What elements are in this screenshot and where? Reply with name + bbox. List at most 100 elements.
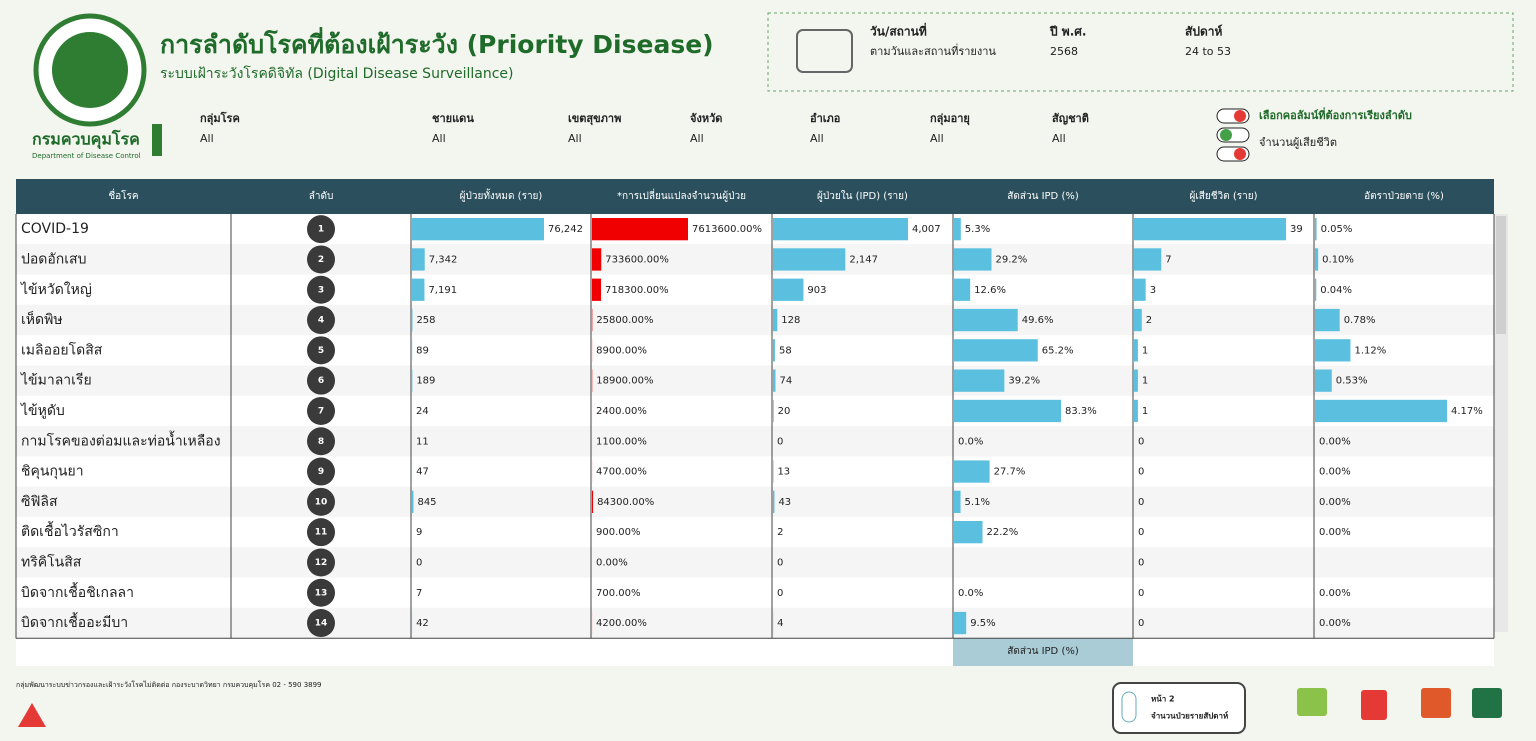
filter-label: สัญชาติ: [1052, 112, 1089, 125]
cell-value: 58: [779, 345, 792, 356]
data-bar: [954, 278, 971, 301]
filter-value[interactable]: All: [930, 132, 944, 145]
data-bar: [1134, 248, 1162, 271]
column-header[interactable]: สัดส่วน IPD (%): [1007, 191, 1079, 202]
column-header[interactable]: *การเปลี่ยนแปลงจำนวนผู้ป่วย: [617, 188, 746, 202]
disease-name: ติดเชื้อไวรัสซิกา: [21, 521, 119, 540]
rank-badge: [307, 366, 335, 395]
data-bar: [773, 278, 804, 301]
cell-value: 4700.00%: [596, 467, 647, 478]
data-bar: [592, 490, 594, 513]
cell-value: 258: [416, 315, 435, 326]
cell-value: 0: [1138, 618, 1144, 629]
filter-value[interactable]: All: [810, 132, 824, 145]
pdf-export[interactable]: [1361, 690, 1387, 720]
toggle-on: [1220, 129, 1232, 141]
filter-value[interactable]: All: [1052, 132, 1066, 145]
rank: 4: [318, 316, 324, 326]
disease-name: ไข้หูดับ: [20, 402, 65, 419]
data-bar: [1134, 278, 1146, 301]
rank: 12: [315, 558, 328, 568]
column-header[interactable]: ลำดับ: [309, 191, 334, 202]
cell-value: 7,342: [429, 254, 458, 265]
title: การลำดับโรคที่ต้องเฝ้าระวัง (Priority Di…: [160, 27, 714, 59]
rank-badge: [307, 275, 335, 304]
disease-name: บิดจากเชื้อชิเกลลา: [21, 582, 134, 601]
ppt-export[interactable]: [1421, 688, 1451, 718]
sort-option[interactable]: จำนวนผู้เสียชีวิต: [1259, 136, 1337, 149]
column-header[interactable]: ผู้เสียชีวิต (ราย): [1190, 190, 1258, 202]
cell-value: 0.0%: [958, 436, 983, 447]
filter-value[interactable]: All: [200, 132, 214, 145]
cell-value: 0: [416, 557, 422, 568]
excel-export[interactable]: [1472, 688, 1502, 718]
cell-value: 18900.00%: [596, 376, 653, 387]
toggle-off: [1234, 110, 1246, 122]
hover-label: สัดส่วน IPD (%): [1007, 646, 1079, 657]
alert-icon[interactable]: [18, 703, 46, 727]
filter-label: กลุ่มอายุ: [930, 112, 970, 126]
cell-value: 0.78%: [1344, 315, 1376, 326]
cell-value: 65.2%: [1042, 345, 1074, 356]
table-row: [16, 274, 1494, 305]
rank-badge: [307, 487, 335, 516]
toggle-off: [1234, 148, 1246, 160]
table-row: [16, 577, 1494, 608]
cell-value: 4,007: [912, 224, 941, 235]
data-bar: [1134, 369, 1138, 392]
page-button[interactable]: [1112, 682, 1246, 734]
cell-value: 27.7%: [994, 467, 1026, 478]
column-header[interactable]: อัตราป่วยตาย (%): [1364, 191, 1444, 202]
cell-value: 845: [417, 497, 436, 508]
filter-value[interactable]: All: [432, 132, 446, 145]
cell-value: 5.3%: [965, 224, 990, 235]
table-row: [16, 335, 1494, 366]
cell-value: 7,191: [428, 285, 457, 296]
data-bar: [412, 248, 425, 271]
column-header[interactable]: ผู้ป่วยใน (IPD) (ราย): [817, 190, 908, 202]
disease-name: เมลิออยโดสิส: [21, 341, 103, 358]
cell-value: 39.2%: [1008, 376, 1040, 387]
cell-value: 0: [777, 588, 783, 599]
cell-value: 0.04%: [1320, 285, 1352, 296]
data-bar: [412, 490, 414, 513]
calendar-icon: [796, 29, 853, 73]
rank: 11: [315, 528, 328, 538]
rank: 3: [318, 285, 324, 295]
cell-value: 39: [1290, 224, 1303, 235]
cell-value: 7613600.00%: [692, 224, 762, 235]
page-button-title[interactable]: หน้า 2: [1151, 694, 1175, 704]
data-bar: [954, 490, 961, 513]
rank: 9: [318, 467, 324, 477]
image-export[interactable]: [1297, 688, 1327, 716]
cell-value: 5.1%: [965, 497, 990, 508]
scroll-thumb[interactable]: [1496, 216, 1506, 334]
cell-value: 189: [416, 376, 435, 387]
column-header[interactable]: ผู้ป่วยทั้งหมด (ราย): [460, 188, 543, 202]
data-bar: [773, 399, 774, 423]
cell-value: 0.00%: [1319, 436, 1351, 447]
column-header[interactable]: ชื่อโรค: [108, 188, 138, 202]
filter-value[interactable]: All: [568, 132, 582, 145]
cell-value: 12.6%: [974, 285, 1006, 296]
cell-value: 1: [1142, 406, 1148, 417]
data-bar: [1315, 399, 1447, 423]
info-label: ปี พ.ศ.: [1049, 25, 1086, 39]
cell-value: 47: [416, 467, 429, 478]
cell-value: 0.00%: [1319, 467, 1351, 478]
cell-value: 128: [781, 315, 800, 326]
cell-value: 2: [1146, 315, 1152, 326]
disease-name: ซิฟิลิส: [21, 494, 58, 510]
data-bar: [954, 369, 1005, 392]
rank-badge: [307, 578, 335, 607]
rank-badge: [307, 306, 335, 335]
disease-name: บิดจากเชื้ออะมีบา: [21, 612, 128, 631]
rank: 7: [318, 406, 324, 416]
data-bar: [954, 248, 992, 271]
filter-label: อำเภอ: [810, 112, 840, 125]
filter-value[interactable]: All: [690, 132, 704, 145]
cell-value: 0.00%: [1319, 588, 1351, 599]
cell-value: 1: [1142, 376, 1148, 387]
cell-value: 700.00%: [596, 588, 641, 599]
page-button-subtitle[interactable]: จำนวนป่วยรายสัปดาห์: [1151, 711, 1228, 721]
